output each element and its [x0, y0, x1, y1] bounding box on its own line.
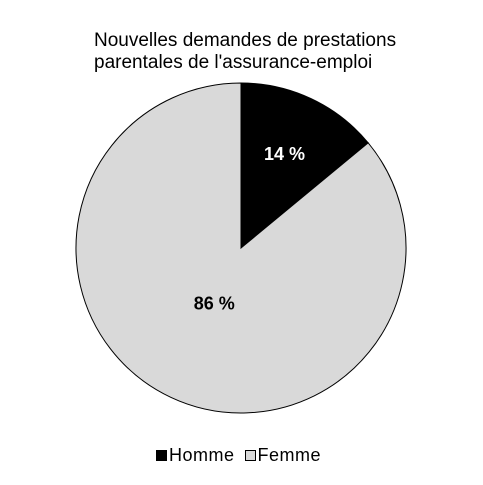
legend-swatch-homme [155, 450, 167, 461]
pie-slice-femme [75, 82, 407, 414]
chart-title-line-2: parentales de l'assurance-emploi [94, 52, 373, 73]
legend-item-femme: Femme [244, 445, 322, 466]
legend-label-femme: Femme [257, 445, 322, 465]
legend-item-homme: Homme [155, 445, 235, 466]
legend-swatch-femme [244, 450, 256, 461]
chart-title-line-1: Nouvelles demandes de prestations [94, 30, 397, 51]
data-label-homme: 14 % [264, 144, 305, 164]
chart-title: Nouvelles demandes de prestations parent… [94, 30, 434, 74]
pie-slice-homme [240, 82, 369, 250]
legend: Homme Femme [0, 445, 483, 466]
legend-label-homme: Homme [168, 445, 235, 465]
data-label-femme: 86 % [194, 293, 235, 313]
